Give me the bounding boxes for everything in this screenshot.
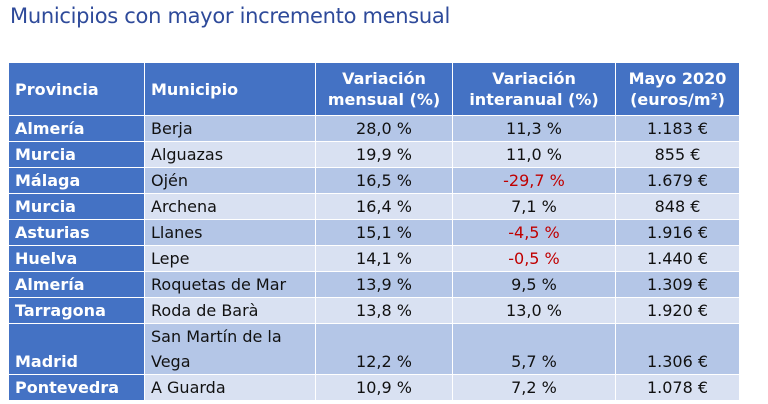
cell-precio-mayo: 1.679 € [615,167,740,194]
cell-variacion-mensual: 13,9 % [315,271,453,298]
cell-variacion-interanual: 9,5 % [452,271,616,298]
header-provincia: Provincia [8,62,145,116]
table-header-row: Provincia Municipio Variación mensual (%… [8,62,740,116]
cell-variacion-mensual: 10,9 % [315,374,453,401]
cell-variacion-mensual: 15,1 % [315,219,453,246]
cell-precio-mayo: 1.440 € [615,245,740,272]
cell-precio-mayo: 848 € [615,193,740,220]
cell-municipio: Llanes [144,219,316,246]
header-mayo-2020-line1: Mayo 2020 [628,69,727,88]
cell-variacion-interanual: -0,5 % [452,245,616,272]
cell-variacion-interanual: -4,5 % [452,219,616,246]
cell-precio-mayo: 1.306 € [615,323,740,375]
cell-municipio: Alguazas [144,141,316,168]
table-row: Madrid San Martín de la Vega 12,2 % 5,7 … [8,323,740,375]
cell-provincia: Almería [8,271,145,298]
cell-municipio: Lepe [144,245,316,272]
table-row: Almería Berja 28,0 % 11,3 % 1.183 € [8,115,740,142]
cell-precio-mayo: 1.309 € [615,271,740,298]
header-variacion-interanual-line2: interanual (%) [469,90,599,109]
cell-provincia: Málaga [8,167,145,194]
cell-municipio: Ojén [144,167,316,194]
cell-variacion-mensual: 28,0 % [315,115,453,142]
table-row: Murcia Alguazas 19,9 % 11,0 % 855 € [8,141,740,168]
cell-variacion-mensual: 16,4 % [315,193,453,220]
header-variacion-interanual-line1: Variación [492,69,576,88]
table-row: Asturias Llanes 15,1 % -4,5 % 1.916 € [8,219,740,246]
cell-precio-mayo: 1.916 € [615,219,740,246]
cell-variacion-interanual: 13,0 % [452,297,616,324]
cell-variacion-interanual: 7,2 % [452,374,616,401]
cell-municipio: San Martín de la Vega [144,323,316,375]
header-mayo-2020: Mayo 2020 (euros/m²) [615,62,740,116]
header-variacion-mensual-line2: mensual (%) [327,90,441,109]
header-mayo-2020-line2: (euros/m²) [630,90,725,109]
table-row: Tarragona Roda de Barà 13,8 % 13,0 % 1.9… [8,297,740,324]
table-row: Málaga Ojén 16,5 % -29,7 % 1.679 € [8,167,740,194]
table-row: Huelva Lepe 14,1 % -0,5 % 1.440 € [8,245,740,272]
cell-precio-mayo: 855 € [615,141,740,168]
cell-variacion-interanual: 5,7 % [452,323,616,375]
cell-municipio: Roda de Barà [144,297,316,324]
cell-precio-mayo: 1.078 € [615,374,740,401]
cell-provincia: Murcia [8,141,145,168]
header-variacion-interanual: Variación interanual (%) [452,62,616,116]
cell-municipio: Roquetas de Mar [144,271,316,298]
cell-provincia: Huelva [8,245,145,272]
cell-precio-mayo: 1.920 € [615,297,740,324]
cell-municipio: Archena [144,193,316,220]
municipios-table: Provincia Municipio Variación mensual (%… [8,62,740,401]
cell-precio-mayo: 1.183 € [615,115,740,142]
cell-provincia: Madrid [8,323,145,375]
cell-provincia: Almería [8,115,145,142]
header-municipio: Municipio [144,62,316,116]
table-row: Almería Roquetas de Mar 13,9 % 9,5 % 1.3… [8,271,740,298]
cell-variacion-interanual: 11,0 % [452,141,616,168]
cell-provincia: Pontevedra [8,374,145,401]
cell-variacion-interanual: 7,1 % [452,193,616,220]
table-row: Murcia Archena 16,4 % 7,1 % 848 € [8,193,740,220]
cell-variacion-interanual: 11,3 % [452,115,616,142]
cell-variacion-mensual: 14,1 % [315,245,453,272]
header-variacion-mensual-line1: Variación [342,69,426,88]
cell-provincia: Asturias [8,219,145,246]
cell-variacion-mensual: 12,2 % [315,323,453,375]
cell-variacion-mensual: 19,9 % [315,141,453,168]
cell-variacion-mensual: 16,5 % [315,167,453,194]
page-title: Municipios con mayor incremento mensual [10,4,451,28]
header-variacion-mensual: Variación mensual (%) [315,62,453,116]
cell-provincia: Tarragona [8,297,145,324]
table-row: Pontevedra A Guarda 10,9 % 7,2 % 1.078 € [8,374,740,401]
cell-provincia: Murcia [8,193,145,220]
cell-variacion-interanual: -29,7 % [452,167,616,194]
cell-municipio: A Guarda [144,374,316,401]
cell-variacion-mensual: 13,8 % [315,297,453,324]
cell-municipio: Berja [144,115,316,142]
